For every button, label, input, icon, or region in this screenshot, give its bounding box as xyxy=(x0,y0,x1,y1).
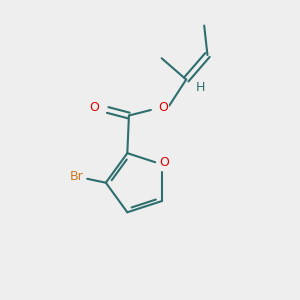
Text: O: O xyxy=(159,156,169,169)
Text: O: O xyxy=(158,101,168,114)
Text: Br: Br xyxy=(70,170,83,183)
Text: H: H xyxy=(196,81,206,94)
Text: O: O xyxy=(90,101,100,114)
